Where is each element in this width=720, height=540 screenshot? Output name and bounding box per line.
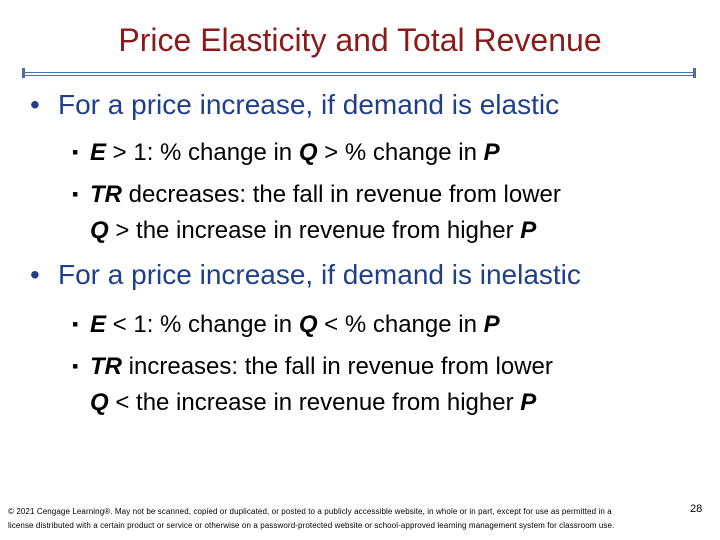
bullet-1-text: For a price increase, if demand is elast… [58, 89, 560, 120]
square-bullet-icon: ▪ [72, 184, 79, 204]
square-bullet-icon: ▪ [72, 356, 79, 376]
copyright-line-1: © 2021 Cengage Learning®. May not be sca… [8, 507, 612, 516]
bullet-1: • For a price increase, if demand is elas… [30, 88, 559, 122]
bullet-2-text: For a price increase, if demand is inela… [58, 259, 581, 290]
sub-bullet-1-1: ▪ E > 1: % change in Q > % change in P [72, 134, 500, 171]
sub-bullet-2-2-continuation: Q < the increase in revenue from higher … [90, 389, 537, 416]
page-number: 28 [690, 503, 703, 515]
bullet-dot-icon: • [30, 89, 40, 120]
divider-tick-right [693, 68, 696, 78]
square-bullet-icon: ▪ [72, 314, 79, 334]
bullet-dot-icon: • [30, 259, 40, 290]
square-bullet-icon: ▪ [72, 142, 79, 162]
copyright-line-2: license distributed with a certain produ… [8, 521, 615, 530]
bullet-2: • For a price increase, if demand is inel… [30, 258, 581, 292]
divider-tick-left [22, 68, 25, 78]
title-divider [22, 68, 696, 78]
sub-bullet-2-2: ▪ TR increases: the fall in revenue from … [72, 348, 553, 421]
copyright-footer: © 2021 Cengage Learning®. May not be sca… [8, 505, 678, 533]
sub-bullet-1-2: ▪ TR decreases: the fall in revenue from … [72, 176, 561, 249]
sub-bullet-2-1: ▪ E < 1: % change in Q < % change in P [72, 306, 500, 343]
sub-bullet-1-2-continuation: Q > the increase in revenue from higher … [90, 217, 537, 244]
slide-title: Price Elasticity and Total Revenue [118, 22, 602, 58]
